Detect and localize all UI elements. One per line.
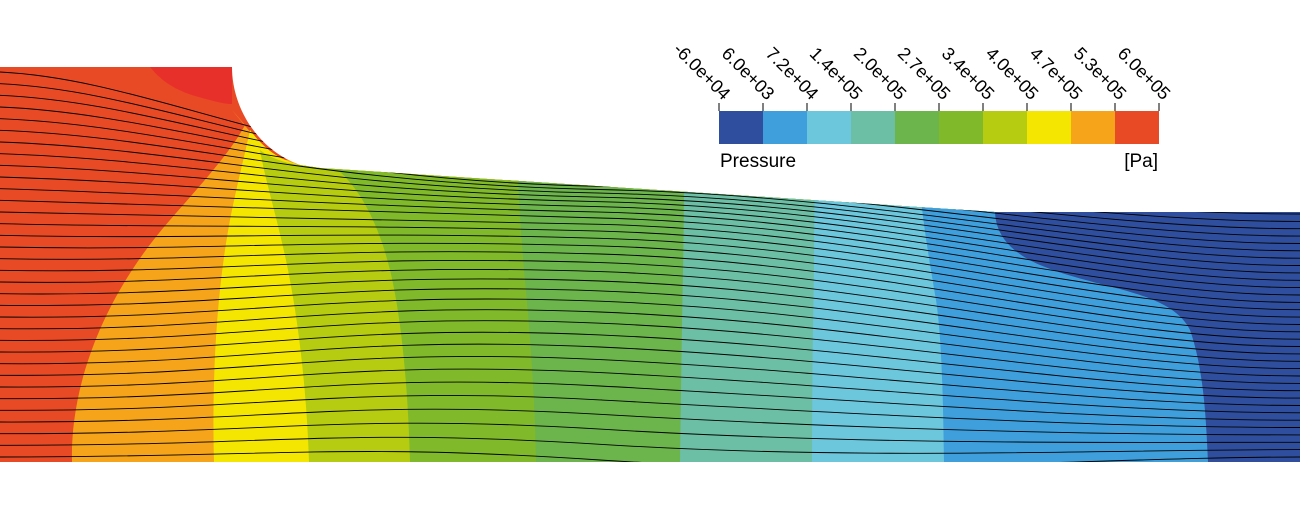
- legend-band: [939, 111, 983, 144]
- streamline: [0, 436, 1300, 454]
- pressure-legend: -6.0e+046.0e+037.2e+041.4e+052.0e+052.7e…: [670, 39, 1175, 172]
- legend-band: [1027, 111, 1071, 144]
- streamline: [0, 211, 1300, 303]
- streamline: [0, 129, 1300, 252]
- streamline: [0, 268, 1300, 347]
- legend-band: [1115, 111, 1159, 144]
- legend-band: [763, 111, 807, 144]
- band-highest: [145, 67, 232, 104]
- legend-tick-label: -6.0e+04: [670, 39, 735, 104]
- streamline: [0, 408, 1300, 436]
- streamline: [0, 242, 1300, 325]
- legend-band: [983, 111, 1027, 144]
- streamline: [0, 223, 1300, 311]
- legend-band: [1071, 111, 1115, 144]
- streamline: [0, 234, 1300, 318]
- streamline: [0, 259, 1300, 340]
- streamline: [0, 320, 1300, 384]
- band-level-1: [995, 150, 1300, 462]
- streamlines: [0, 71, 1300, 462]
- streamline: [0, 153, 1300, 266]
- legend-band: [851, 111, 895, 144]
- streamline: [0, 368, 1300, 414]
- streamline: [0, 118, 1300, 244]
- streamline: [0, 422, 1300, 443]
- streamline: [0, 331, 1300, 392]
- legend-title: Pressure: [720, 151, 796, 172]
- streamline: [0, 381, 1300, 421]
- legend-band: [807, 111, 851, 144]
- streamline: [0, 309, 1300, 377]
- streamline: [0, 395, 1300, 428]
- streamline: [0, 298, 1300, 370]
- legend-color-bar: [719, 111, 1159, 144]
- streamline: [0, 188, 1300, 289]
- streamline: [0, 164, 1300, 274]
- streamline: [0, 451, 1300, 462]
- streamline: [0, 251, 1300, 333]
- streamline: [0, 278, 1300, 355]
- legend-band: [895, 111, 939, 144]
- streamline: [0, 199, 1300, 296]
- legend-ticks: -6.0e+046.0e+037.2e+041.4e+052.0e+052.7e…: [670, 39, 1174, 111]
- streamline: [0, 141, 1300, 259]
- legend-band: [719, 111, 763, 144]
- legend-unit: [Pa]: [1124, 151, 1158, 172]
- streamline: [0, 343, 1300, 399]
- streamline: [0, 176, 1300, 281]
- streamline: [0, 288, 1300, 362]
- streamline: [0, 355, 1300, 406]
